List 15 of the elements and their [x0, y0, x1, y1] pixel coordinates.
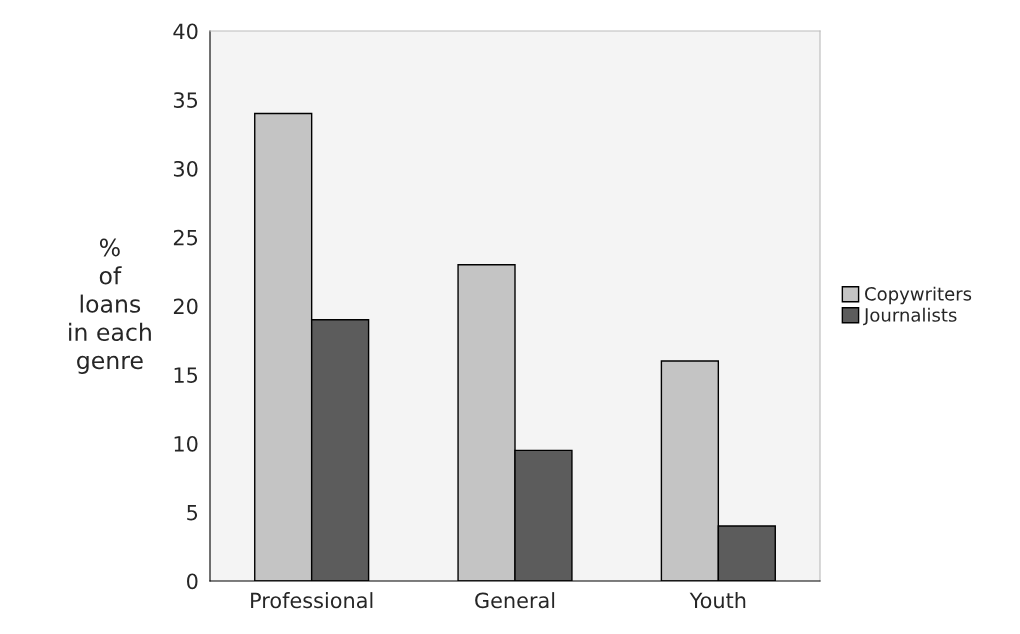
- y-axis-title: % of loans in each genre: [69, 238, 151, 374]
- legend-label: Journalists: [863, 307, 957, 326]
- x-tick-label: General: [475, 592, 555, 609]
- y-tick-label: 10: [174, 435, 198, 452]
- y-tick-label: 25: [173, 229, 198, 246]
- y-tick-label: 30: [173, 160, 198, 177]
- x-tick-label: Professional: [251, 592, 373, 609]
- y-tick-label: 35: [173, 92, 198, 108]
- y-tick-label: 5: [187, 504, 198, 521]
- y-tick-label: 15: [174, 367, 198, 383]
- y-tick-label: 0: [187, 573, 198, 590]
- legend-label: Copywriters: [865, 286, 972, 305]
- y-tick-label: 40: [173, 23, 198, 40]
- y-tick-label: 20: [173, 298, 198, 315]
- x-tick-label: Youth: [689, 592, 746, 609]
